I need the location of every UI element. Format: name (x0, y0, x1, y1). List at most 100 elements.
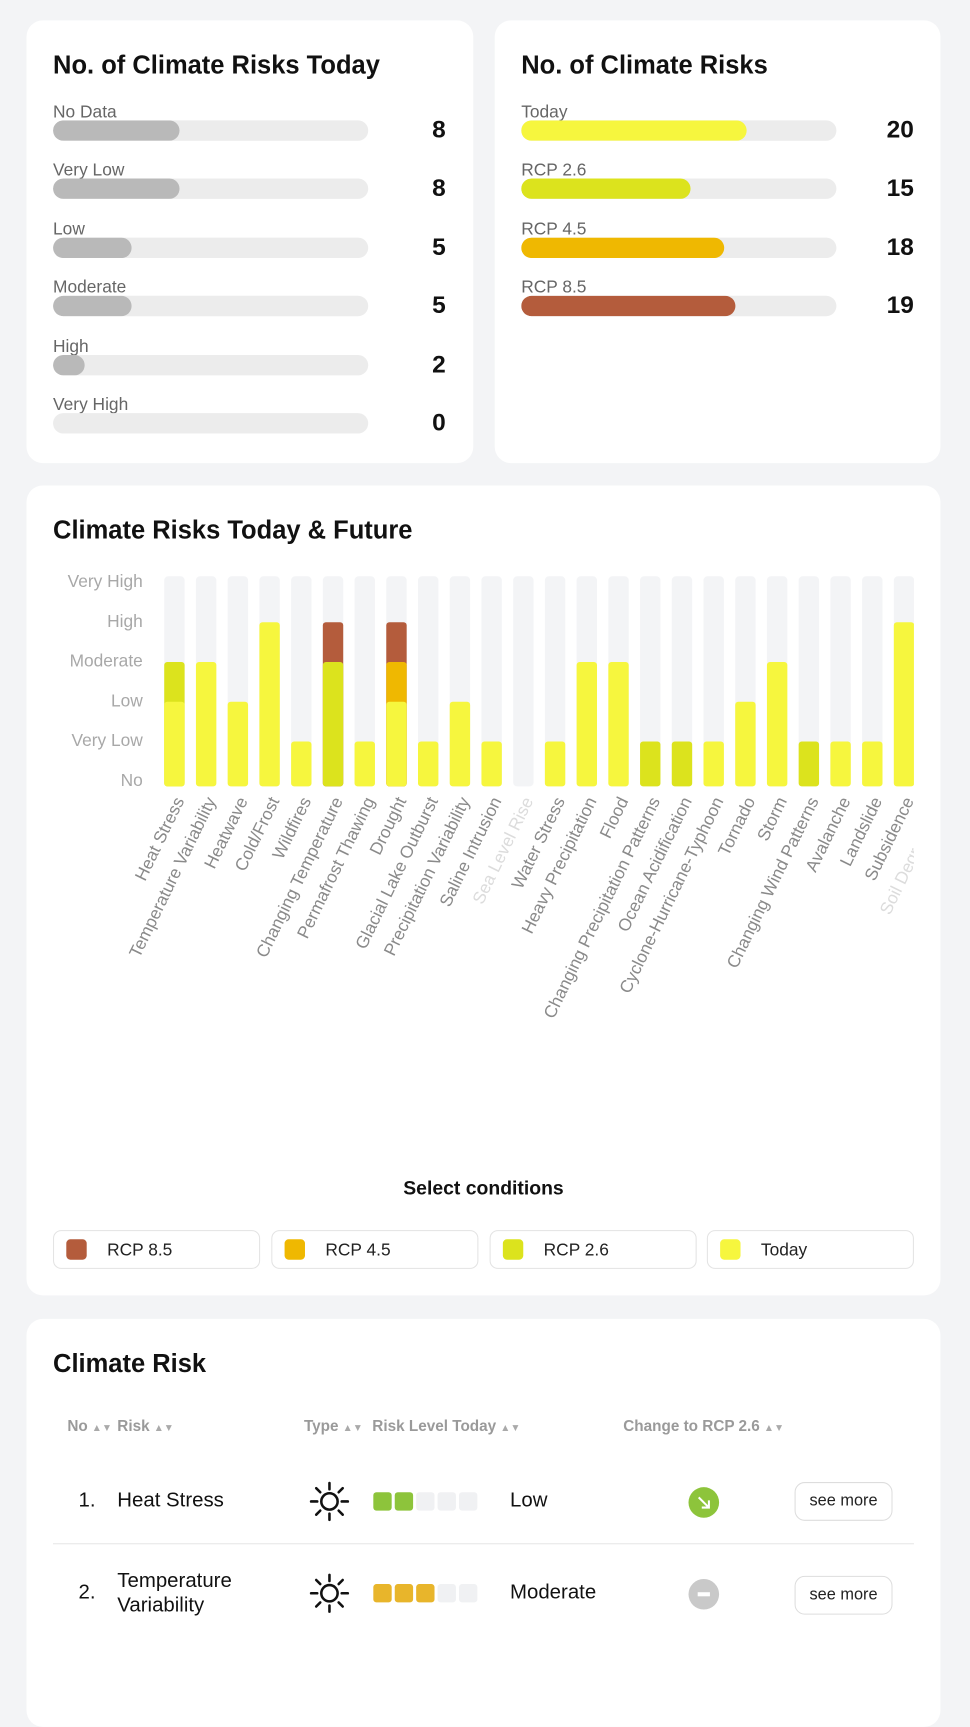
table-title: Climate Risk (53, 1349, 207, 1379)
bar-label: Very Low (53, 160, 125, 180)
bar (227, 701, 249, 787)
bar (521, 295, 736, 317)
bar (544, 741, 566, 787)
column-header[interactable]: Change to RCP 2.6 ▲▼ (623, 1418, 784, 1435)
card-title: No. of Climate Risks Today (53, 51, 380, 80)
bar (449, 701, 471, 787)
bar (291, 741, 312, 787)
level-block (373, 1492, 392, 1511)
bar (53, 295, 132, 317)
legend-button[interactable]: Today (706, 1230, 914, 1269)
bar-value: 2 (432, 350, 446, 379)
column-header[interactable]: No ▲▼ (67, 1418, 112, 1435)
bar-track (291, 576, 312, 787)
bar-value: 18 (886, 233, 914, 261)
legend-button[interactable]: RCP 4.5 (271, 1230, 479, 1269)
y-tick-label: Very Low (72, 730, 144, 750)
see-more-button[interactable]: see more (794, 1575, 893, 1615)
header-text: No (67, 1417, 88, 1436)
y-tick-label: Very High (68, 571, 143, 591)
bar (766, 661, 788, 787)
bar-value: 5 (432, 291, 446, 320)
sort-icon: ▲▼ (91, 1422, 112, 1435)
bar-track (521, 237, 837, 258)
bar (53, 237, 132, 258)
y-tick-label: Moderate (70, 651, 143, 671)
column-header[interactable]: Risk ▲▼ (117, 1418, 174, 1435)
bar-track (53, 354, 369, 375)
bar (576, 661, 598, 787)
level-block (373, 1584, 392, 1603)
bar-track (830, 576, 851, 787)
header-text: Risk Level Today (372, 1417, 497, 1436)
bar-track (544, 576, 566, 787)
bar (798, 741, 820, 787)
row-number: 1. (78, 1489, 96, 1512)
card-scenarios: No. of Climate Risks Today 20 RCP 2.6 15 RCP… (494, 20, 941, 464)
sort-icon: ▲▼ (153, 1422, 174, 1435)
level-block (394, 1492, 414, 1511)
level-label: Moderate (510, 1581, 597, 1604)
legend-label: Today (760, 1240, 808, 1260)
row-number: 2. (78, 1581, 96, 1604)
bar-track (53, 237, 369, 258)
level-block (459, 1492, 478, 1511)
level-blocks (373, 1584, 478, 1603)
bar (259, 622, 280, 787)
bar-track (798, 576, 820, 787)
bar-label: Low (53, 219, 85, 239)
bar-track (53, 295, 369, 317)
page: { "summary_today":{"type":"bar","title":… (26, 20, 941, 1727)
legend-swatch (720, 1239, 741, 1260)
bar (608, 661, 629, 787)
level-block (437, 1492, 456, 1511)
bar (671, 741, 693, 787)
level-block (437, 1584, 456, 1603)
bar (195, 661, 217, 787)
sort-icon: ▲▼ (500, 1422, 521, 1435)
bar-value: 8 (432, 174, 446, 203)
see-more-button[interactable]: see more (794, 1482, 893, 1521)
bar (893, 622, 914, 787)
risk-name: Temperature Variability (117, 1569, 232, 1617)
sort-icon: ▲▼ (763, 1422, 785, 1435)
legend-button[interactable]: RCP 8.5 (53, 1230, 261, 1269)
y-tick-label: High (107, 611, 143, 631)
bar-value: 8 (432, 116, 446, 144)
level-block (416, 1584, 435, 1603)
header-text: Type (303, 1417, 339, 1436)
bar-value: 19 (886, 291, 914, 320)
bar-label: No Data (53, 102, 117, 122)
bar-track (521, 295, 837, 317)
card-table (26, 1318, 941, 1727)
bar (164, 701, 185, 787)
bar-label: High (53, 336, 89, 356)
bar (481, 741, 502, 787)
bar (521, 237, 724, 258)
bar-value: 15 (886, 174, 914, 203)
level-block (459, 1584, 478, 1603)
sun-icon (309, 1481, 350, 1522)
level-blocks (373, 1492, 478, 1511)
bar-track (926, 576, 941, 786)
bar-track (671, 576, 693, 787)
legend-button[interactable]: RCP 2.6 (489, 1230, 697, 1269)
row-divider (53, 1543, 914, 1545)
column-header[interactable]: Risk Level Today ▲▼ (372, 1418, 520, 1435)
legend-title: Select conditions (403, 1178, 564, 1200)
bar (417, 741, 439, 787)
bar-label: RCP 2.6 (521, 160, 587, 180)
bar (53, 354, 85, 375)
bar (53, 178, 180, 200)
bar-value: 0 (432, 409, 446, 437)
risk-name: Heat Stress (117, 1489, 224, 1512)
bar-track (521, 178, 837, 200)
column-header[interactable]: Type ▲▼ (304, 1418, 363, 1435)
change-icon (688, 1578, 720, 1610)
bar-track (53, 413, 369, 434)
bar (322, 661, 344, 787)
bar (53, 120, 180, 141)
card-title: No. of Climate Risks (521, 51, 768, 80)
